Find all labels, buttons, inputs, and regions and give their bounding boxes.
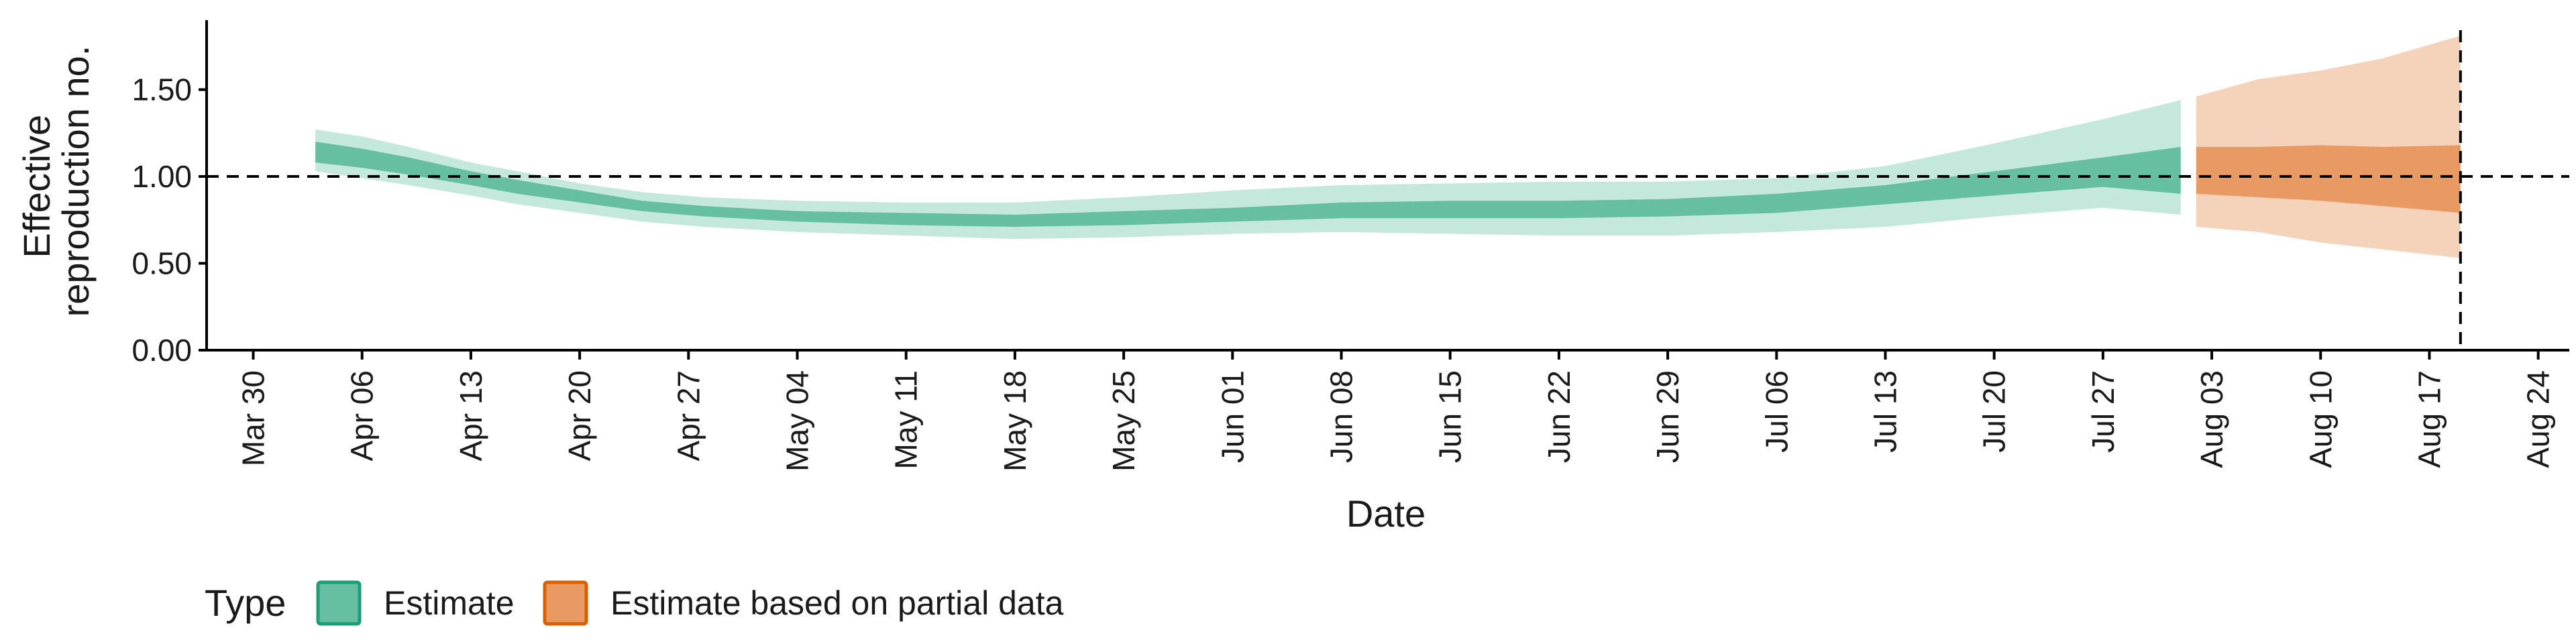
legend-title: Type	[205, 582, 286, 624]
y-axis-label: Effective reproduction no.	[15, 46, 97, 317]
ribbon-inner-estimate	[315, 142, 2181, 227]
legend-key-estimate	[316, 580, 362, 626]
x-tick-label: May 11	[889, 370, 924, 469]
ribbon-inner-partial	[2196, 145, 2461, 213]
x-tick-label: Aug 24	[2521, 370, 2556, 468]
x-axis-label: Date	[1346, 492, 1426, 535]
x-axis-ticks: Mar 30 Apr 06 Apr 13 Apr 20 Apr 27 May 04 May …	[236, 350, 2556, 472]
x-tick-label: Jun 22	[1542, 370, 1576, 463]
x-tick-label: Jun 29	[1650, 370, 1685, 463]
x-tick-label: Apr 27	[671, 370, 706, 462]
x-tick-label: Jul 20	[1977, 370, 2012, 453]
x-tick-label: Jun 08	[1324, 370, 1359, 463]
x-tick-label: Mar 30	[236, 370, 271, 466]
legend-key-partial	[543, 580, 588, 626]
x-tick-label: Aug 17	[2412, 370, 2447, 468]
y-tick-label: 0.50	[131, 246, 192, 281]
x-tick-label: May 25	[1106, 370, 1141, 472]
x-tick-label: Aug 10	[2303, 370, 2338, 468]
x-tick-label: Apr 20	[562, 370, 597, 462]
ribbon-layer	[315, 36, 2461, 258]
y-axis-label-line-1: Effective	[15, 115, 58, 258]
y-tick-label: 0.00	[131, 333, 192, 368]
x-tick-label: May 18	[998, 370, 1032, 472]
x-tick-label: Jun 15	[1433, 370, 1468, 463]
x-tick-label: Jun 01	[1215, 370, 1250, 463]
y-axis-label-line-2: reproduction no.	[54, 46, 97, 317]
x-tick-label: Jul 13	[1868, 370, 1903, 453]
x-tick-label: May 04	[780, 370, 815, 472]
legend-label-estimate: Estimate	[384, 584, 515, 622]
y-tick-label: 1.00	[131, 159, 192, 194]
y-axis-ticks: 0.00 0.50 1.00 1.50	[131, 72, 207, 368]
x-tick-label: Aug 03	[2194, 370, 2229, 468]
x-tick-label: Apr 06	[345, 370, 380, 462]
legend-label-partial: Estimate based on partial data	[610, 584, 1064, 622]
legend: Type Estimate Estimate based on partial …	[205, 580, 1064, 626]
y-tick-label: 1.50	[131, 72, 192, 107]
x-tick-label: Apr 13	[453, 370, 488, 462]
x-tick-label: Jul 27	[2086, 370, 2121, 453]
x-tick-label: Jul 06	[1759, 370, 1794, 453]
